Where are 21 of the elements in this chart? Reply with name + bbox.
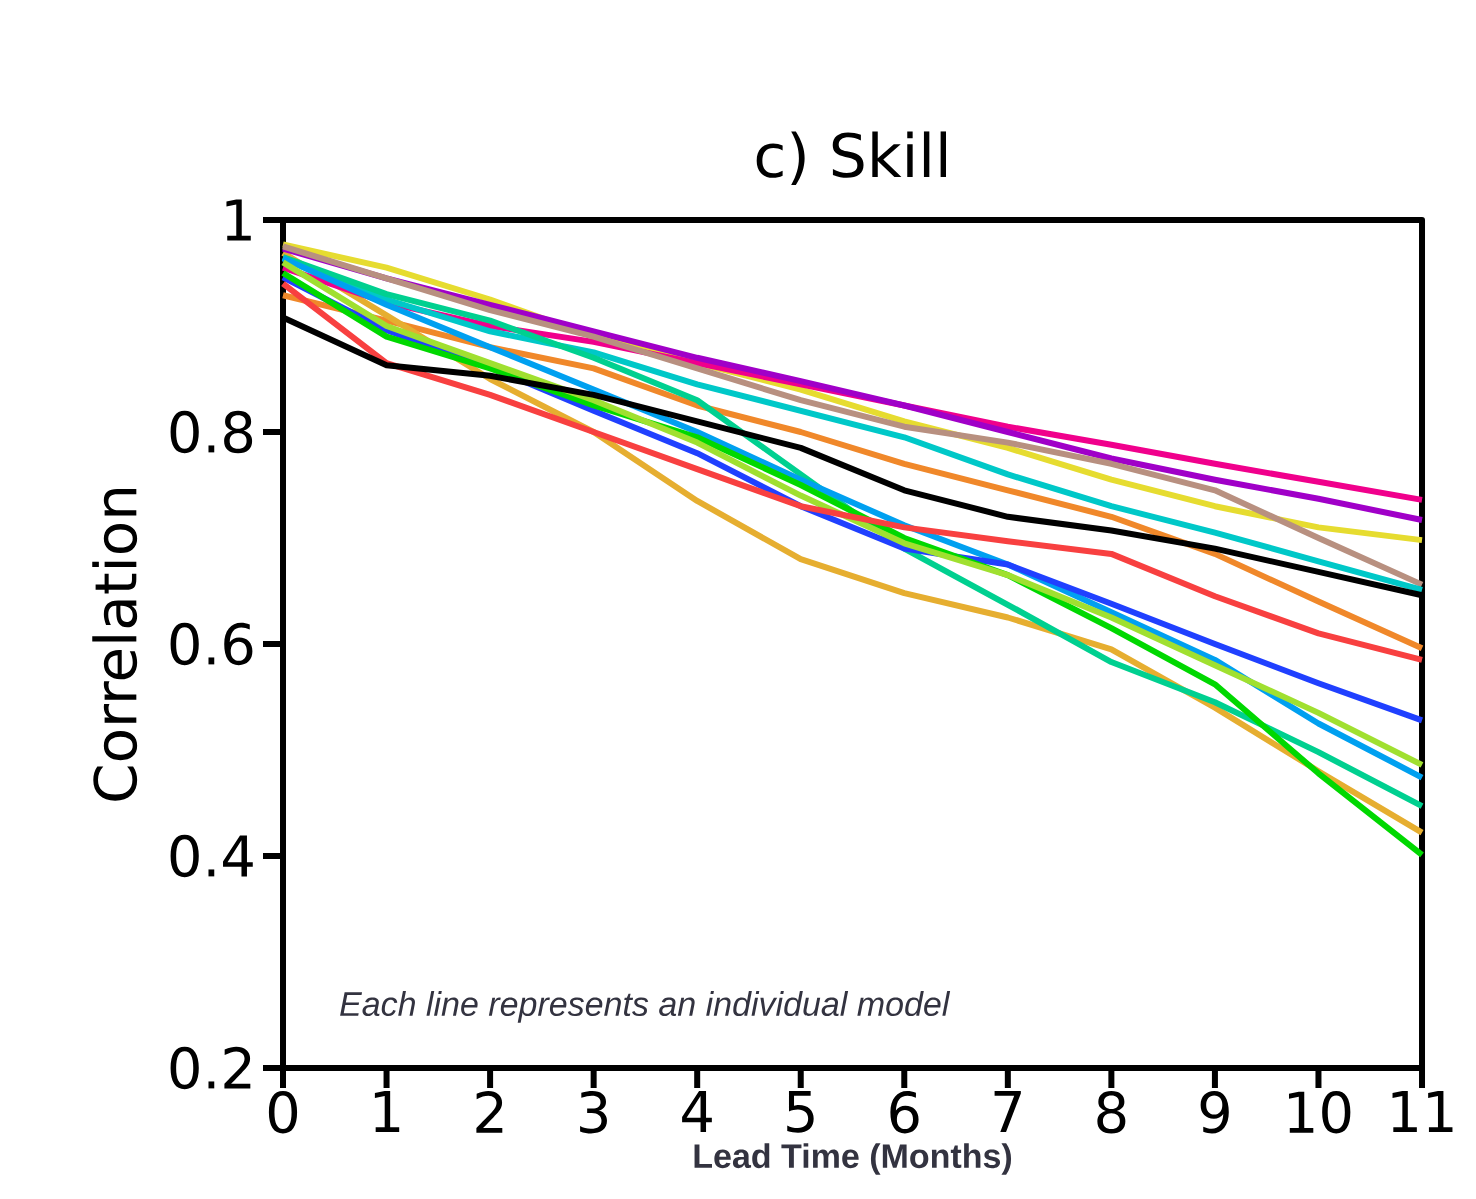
y-tick-label: 0.6 [170, 622, 253, 666]
chart-title: c) Skill [756, 131, 947, 185]
x-tick-label: 10 [1288, 1091, 1351, 1134]
x-axis-title: Lead Time (Months) [694, 1143, 1012, 1175]
x-tick-label: 0 [268, 1091, 298, 1134]
x-tick-label: 8 [1097, 1091, 1126, 1134]
x-tick-label: 1 [374, 1091, 400, 1132]
x-tick-label: 2 [476, 1091, 503, 1133]
y-tick-label: 1 [226, 199, 251, 241]
y-tick-label: 0.4 [170, 834, 253, 878]
x-tick-label: 3 [580, 1091, 607, 1134]
y-tick-label: 0.8 [170, 410, 253, 454]
x-tick-label: 4 [682, 1091, 712, 1132]
y-axis-title: Correlation [92, 488, 138, 801]
x-tick-label: 5 [787, 1091, 814, 1133]
x-tick-label: 9 [1200, 1091, 1229, 1134]
x-tick-label: 11 [1392, 1091, 1453, 1132]
annotation: Each line represents an individual model [340, 991, 951, 1023]
x-tick-label: 7 [994, 1091, 1021, 1132]
x-tick-label: 6 [890, 1091, 919, 1134]
y-tick-label: 0.2 [170, 1046, 251, 1090]
